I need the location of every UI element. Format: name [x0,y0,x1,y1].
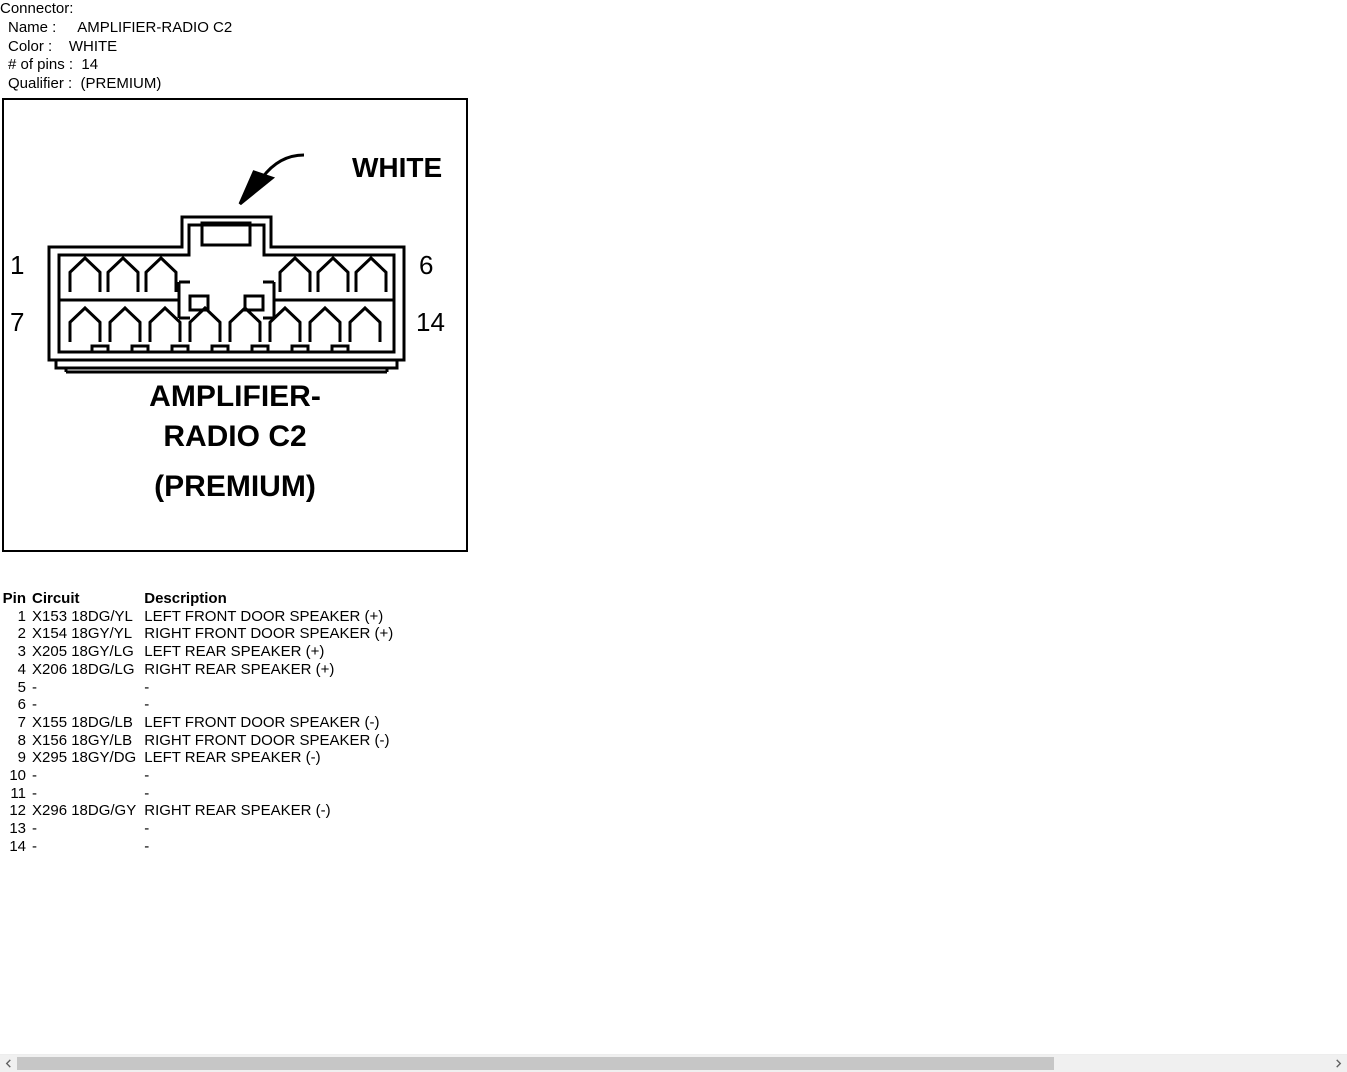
pin-cell: 13 [2,820,32,838]
chevron-left-icon [4,1059,13,1068]
description-cell: RIGHT FRONT DOOR SPEAKER (+) [144,625,401,643]
pin-cell: 8 [2,732,32,750]
prop-value: 14 [81,56,98,75]
connector-diagram: WHITE 1 6 7 14 AMPLIFIER- RADIO C2 (PREM… [2,98,468,552]
description-cell: - [144,785,401,803]
prop-row-color: Color : WHITE [0,38,1347,57]
description-cell: - [144,679,401,697]
table-row: 13-- [2,820,401,838]
description-cell: RIGHT REAR SPEAKER (-) [144,802,401,820]
prop-value: AMPLIFIER-RADIO C2 [77,19,232,38]
circuit-cell: X156 18GY/LB [32,732,144,750]
horizontal-scrollbar[interactable] [0,1054,1347,1072]
table-row: 12X296 18DG/GYRIGHT REAR SPEAKER (-) [2,802,401,820]
table-row: 1X153 18DG/YLLEFT FRONT DOOR SPEAKER (+) [2,608,401,626]
table-row: 14-- [2,838,401,856]
circuit-cell: X296 18DG/GY [32,802,144,820]
connector-header: Connector: Name : AMPLIFIER-RADIO C2 Col… [0,0,1347,94]
circuit-cell: X153 18DG/YL [32,608,144,626]
pin-cell: 4 [2,661,32,679]
diagram-caption-line-1: AMPLIFIER- [4,380,466,414]
prop-row-qualifier: Qualifier : (PREMIUM) [0,75,1347,94]
chevron-right-icon [1334,1059,1343,1068]
table-row: 11-- [2,785,401,803]
prop-value: WHITE [69,38,117,57]
col-description: Description [144,590,401,608]
description-cell: RIGHT FRONT DOOR SPEAKER (-) [144,732,401,750]
table-row: 8X156 18GY/LBRIGHT FRONT DOOR SPEAKER (-… [2,732,401,750]
col-pin: Pin [2,590,32,608]
table-row: 6-- [2,696,401,714]
description-cell: - [144,696,401,714]
circuit-cell: X205 18GY/LG [32,643,144,661]
table-row: 3X205 18GY/LGLEFT REAR SPEAKER (+) [2,643,401,661]
description-cell: - [144,838,401,856]
table-row: 10-- [2,767,401,785]
pin-cell: 9 [2,749,32,767]
prop-label: Qualifier : [0,75,81,94]
pin-cell: 3 [2,643,32,661]
pin-cell: 14 [2,838,32,856]
scroll-right-button[interactable] [1330,1055,1347,1072]
pin-cell: 7 [2,714,32,732]
pin-table: Pin Circuit Description 1X153 18DG/YLLEF… [2,590,401,856]
pin-table-header-row: Pin Circuit Description [2,590,401,608]
table-row: 4X206 18DG/LGRIGHT REAR SPEAKER (+) [2,661,401,679]
circuit-cell: X154 18GY/YL [32,625,144,643]
circuit-cell: - [32,838,144,856]
description-cell: - [144,820,401,838]
pin-table-wrap: Pin Circuit Description 1X153 18DG/YLLEF… [0,590,1347,856]
description-cell: LEFT FRONT DOOR SPEAKER (-) [144,714,401,732]
description-cell: RIGHT REAR SPEAKER (+) [144,661,401,679]
table-row: 5-- [2,679,401,697]
header-title: Connector: [0,0,1347,19]
pin-cell: 12 [2,802,32,820]
page: Connector: Name : AMPLIFIER-RADIO C2 Col… [0,0,1347,1072]
diagram-caption-line-3: (PREMIUM) [4,470,466,504]
table-row: 9X295 18GY/DGLEFT REAR SPEAKER (-) [2,749,401,767]
circuit-cell: - [32,679,144,697]
description-cell: LEFT REAR SPEAKER (+) [144,643,401,661]
prop-value: (PREMIUM) [81,75,162,94]
description-cell: - [144,767,401,785]
circuit-cell: - [32,785,144,803]
pin-cell: 1 [2,608,32,626]
scrollbar-thumb[interactable] [17,1057,1054,1070]
pin-label-bottom-left: 7 [10,307,24,338]
circuit-cell: X206 18DG/LG [32,661,144,679]
diagram-color-label: WHITE [352,152,442,184]
scroll-left-button[interactable] [0,1055,17,1072]
diagram-caption-line-2: RADIO C2 [4,420,466,454]
pin-cell: 6 [2,696,32,714]
prop-label: Name : [0,19,77,38]
scrollbar-track[interactable] [17,1055,1330,1072]
table-row: 2X154 18GY/YLRIGHT FRONT DOOR SPEAKER (+… [2,625,401,643]
pin-cell: 5 [2,679,32,697]
pin-cell: 2 [2,625,32,643]
circuit-cell: X295 18GY/DG [32,749,144,767]
prop-label: Color : [0,38,69,57]
pin-cell: 10 [2,767,32,785]
circuit-cell: - [32,820,144,838]
circuit-cell: - [32,767,144,785]
col-circuit: Circuit [32,590,144,608]
prop-label: # of pins : [0,56,81,75]
pin-label-bottom-right: 14 [416,307,445,338]
description-cell: LEFT REAR SPEAKER (-) [144,749,401,767]
table-row: 7X155 18DG/LBLEFT FRONT DOOR SPEAKER (-) [2,714,401,732]
pin-label-top-left: 1 [10,250,24,281]
circuit-cell: - [32,696,144,714]
prop-row-name: Name : AMPLIFIER-RADIO C2 [0,19,1347,38]
pin-label-top-right: 6 [419,250,433,281]
pin-cell: 11 [2,785,32,803]
circuit-cell: X155 18DG/LB [32,714,144,732]
description-cell: LEFT FRONT DOOR SPEAKER (+) [144,608,401,626]
prop-row-pins: # of pins : 14 [0,56,1347,75]
